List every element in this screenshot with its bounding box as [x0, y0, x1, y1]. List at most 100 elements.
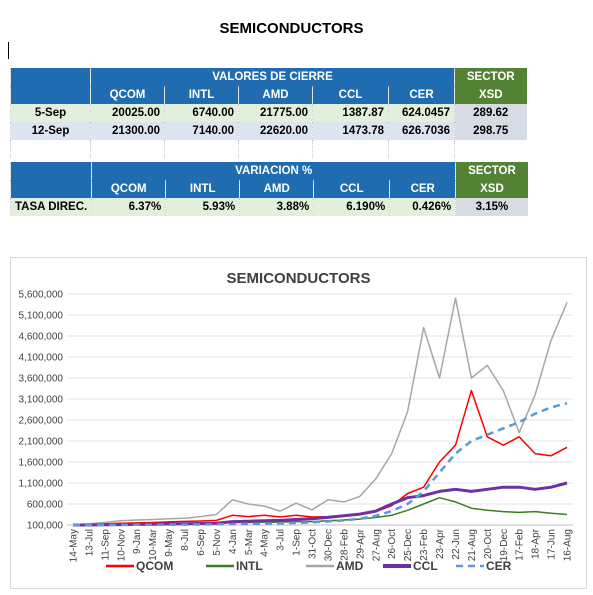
col-header-qcom: QCOM: [91, 180, 166, 198]
closing-values-table: VALORES DE CIERRE SECTOR QCOM INTL AMD C…: [10, 68, 527, 158]
y-tick-label: 5,100,000: [19, 311, 64, 322]
y-tick-label: 1,600,000: [19, 458, 64, 469]
y-tick-label: 1,100,000: [19, 479, 64, 490]
col-header-intl: INTL: [164, 86, 239, 104]
y-tick-label: 5,600,000: [19, 290, 64, 301]
col-header-cer: CER: [388, 86, 455, 104]
x-tick-label: 17-Feb: [515, 529, 526, 561]
series-line-cer: [73, 401, 568, 527]
cell-amd[interactable]: 22620.00: [238, 122, 313, 140]
text-cursor: [8, 42, 9, 59]
cell-qcom[interactable]: 21300.00: [90, 122, 165, 140]
legend-label-ccl: CCL: [413, 559, 438, 573]
x-tick-label: 22-Jun: [451, 529, 462, 560]
col-header-amd: AMD: [238, 86, 313, 104]
legend-label-intl: INTL: [236, 559, 263, 573]
x-tick-label: 29-Apr: [355, 528, 366, 559]
cell-cer[interactable]: 0.426%: [389, 198, 456, 216]
x-tick-label: 10-Nov: [116, 529, 127, 561]
cell-ccl[interactable]: 1387.87: [312, 104, 389, 122]
sector-label: SECTOR: [454, 68, 527, 86]
row-date[interactable]: 5-Sep: [10, 104, 91, 122]
cell-cer[interactable]: 626.7036: [388, 122, 455, 140]
cell-amd[interactable]: 21775.00: [238, 104, 313, 122]
x-tick-label: 1-Sep: [292, 529, 303, 556]
x-tick-label: 26-Oct: [387, 529, 398, 559]
cell-cer[interactable]: 624.0457: [388, 104, 455, 122]
x-tick-label: 4-Jan: [228, 529, 239, 554]
cell-qcom[interactable]: 6.37%: [91, 198, 166, 216]
row-date[interactable]: 12-Sep: [10, 122, 91, 140]
x-tick-label: 4-May: [260, 529, 271, 557]
col-header-xsd: XSD: [455, 180, 528, 198]
x-tick-label: 23-Apr: [435, 528, 446, 559]
col-header-qcom: QCOM: [90, 86, 165, 104]
x-tick-label: 5-Nov: [212, 529, 223, 556]
y-tick-label: 3,600,000: [19, 374, 64, 385]
cell-xsd[interactable]: 298.75: [454, 122, 527, 140]
sector-label: SECTOR: [455, 162, 528, 180]
x-tick-label: 16-Aug: [563, 529, 574, 561]
x-tick-label: 20-Oct: [483, 529, 494, 559]
legend-label-cer: CER: [486, 559, 512, 573]
x-tick-label: 17-Jun: [547, 529, 558, 560]
y-tick-label: 3,100,000: [19, 395, 64, 406]
col-header-cer: CER: [389, 180, 456, 198]
cell-intl[interactable]: 5.93%: [165, 198, 240, 216]
x-tick-label: 23-Feb: [419, 529, 430, 561]
x-tick-label: 5-Mar: [244, 528, 255, 555]
cell-intl[interactable]: 7140.00: [164, 122, 239, 140]
y-tick-label: 100,000: [27, 521, 64, 532]
series-line-amd: [72, 297, 568, 526]
cell-ccl[interactable]: 6.190%: [313, 198, 390, 216]
table-row: 12-Sep 21300.00 7140.00 22620.00 1473.78…: [10, 122, 527, 140]
row-label[interactable]: TASA DIREC.: [9, 198, 92, 216]
closing-values-header: VALORES DE CIERRE: [90, 68, 455, 86]
y-tick-label: 2,100,000: [19, 437, 64, 448]
x-tick-label: 18-Apr: [531, 528, 542, 559]
chart-title: SEMICONDUCTORS: [226, 270, 371, 287]
cell-xsd[interactable]: 289.62: [454, 104, 527, 122]
line-chart: 5,600,000 5,100,000 4,600,000 4,100,000 3,60…: [19, 290, 574, 574]
x-tick-label: 27-Aug: [371, 529, 382, 561]
x-tick-label: 28-Feb: [339, 529, 350, 561]
x-tick-label: 31-Oct: [308, 529, 319, 559]
variation-header: VARIACION %: [91, 162, 456, 180]
cell-intl[interactable]: 6740.00: [164, 104, 239, 122]
x-tick-label: 13-Jul: [84, 529, 95, 556]
cell-ccl[interactable]: 1473.78: [312, 122, 389, 140]
x-tick-label: 9-May: [164, 529, 175, 557]
series-line-intl: [72, 496, 568, 526]
page-title: SEMICONDUCTORS: [219, 20, 364, 37]
col-header-ccl: CCL: [313, 180, 390, 198]
chart-area[interactable]: SEMICONDUCTORS 5,600,000 5,100,000 4,600,0…: [10, 257, 587, 589]
cell-xsd[interactable]: 3.15%: [455, 198, 528, 216]
x-tick-label: 9-Jan: [132, 529, 143, 554]
legend-label-qcom: QCOM: [136, 559, 173, 573]
y-tick-label: 4,600,000: [19, 332, 64, 343]
y-tick-label: 4,100,000: [19, 353, 64, 364]
y-tick-label: 600,000: [27, 500, 64, 511]
x-tick-label: 14-May: [69, 529, 80, 562]
col-header-amd: AMD: [239, 180, 314, 198]
x-tick-label: 6-Sep: [196, 529, 207, 556]
y-tick-label: 2,600,000: [19, 416, 64, 427]
variation-table: VARIACION % SECTOR QCOM INTL AMD CCL CER…: [9, 162, 528, 216]
legend-label-amd: AMD: [336, 559, 364, 573]
col-header-intl: INTL: [165, 180, 240, 198]
x-tick-label: 30-Dec: [323, 529, 334, 561]
x-tick-label: 11-Sep: [100, 529, 111, 561]
x-tick-label: 21-Aug: [467, 529, 478, 561]
cell-qcom[interactable]: 20025.00: [90, 104, 165, 122]
x-tick-label: 10-Mar: [148, 528, 159, 560]
x-tick-label: 25-Dec: [403, 529, 414, 561]
x-tick-label: 19-Dec: [499, 529, 510, 561]
x-tick-label: 8-Jul: [180, 529, 191, 551]
table-row: 5-Sep 20025.00 6740.00 21775.00 1387.87 …: [10, 104, 527, 122]
col-header-xsd: XSD: [454, 86, 527, 104]
series-line-ccl: [73, 481, 568, 527]
x-tick-label: 3-Jul: [276, 529, 287, 551]
col-header-ccl: CCL: [312, 86, 389, 104]
table-row: TASA DIREC. 6.37% 5.93% 3.88% 6.190% 0.4…: [9, 198, 528, 216]
cell-amd[interactable]: 3.88%: [239, 198, 314, 216]
